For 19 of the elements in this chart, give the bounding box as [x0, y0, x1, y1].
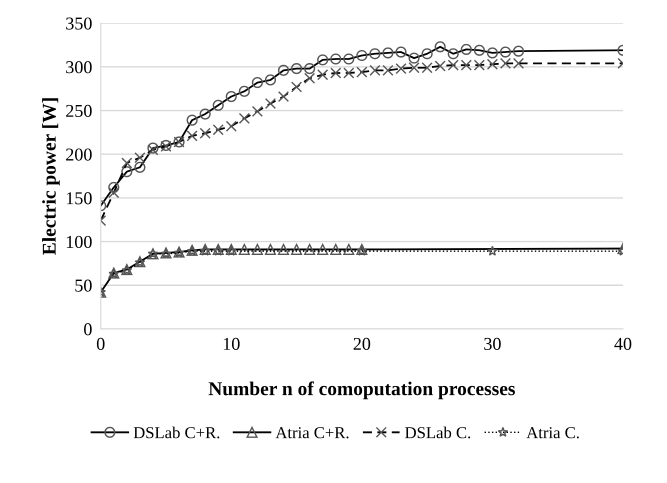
- x-tick-label: 10: [224, 338, 240, 350]
- y-tick-label: 100: [66, 236, 92, 248]
- legend-label: DSLab C+R.: [134, 426, 220, 438]
- legend-label: Atria C.: [526, 427, 579, 438]
- y-tick-label: 150: [66, 192, 92, 204]
- y-tick-label: 200: [66, 148, 92, 161]
- legend-label: Atria C+R.: [276, 427, 348, 438]
- y-tick-label: 50: [75, 280, 92, 292]
- legend-label: DSLab C.: [405, 426, 470, 438]
- x-tick-label: 30: [484, 338, 501, 350]
- y-tick-label: 300: [66, 61, 92, 74]
- y-tick-label: 250: [66, 104, 92, 117]
- y-axis-title: Electric power [W]: [42, 98, 60, 255]
- x-tick-label: 20: [354, 338, 370, 350]
- x-axis-title: Number n of comoputation processes: [208, 381, 515, 400]
- x-tick-label: 40: [614, 338, 632, 350]
- x-tick-label: 0: [96, 338, 105, 350]
- y-tick-label: 350: [66, 17, 92, 30]
- y-tick-label: 0: [84, 323, 92, 336]
